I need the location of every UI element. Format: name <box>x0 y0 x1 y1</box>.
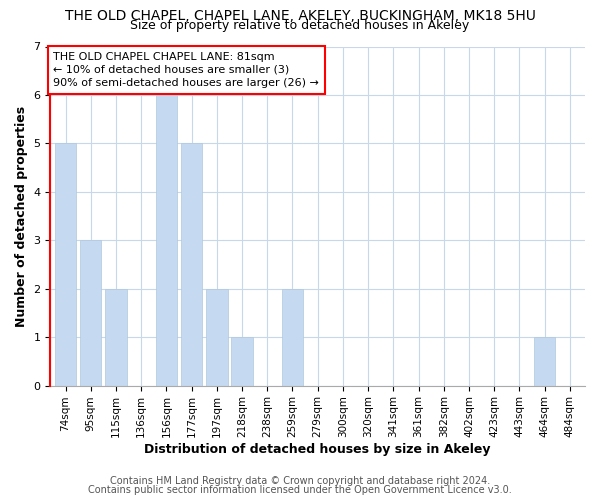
Y-axis label: Number of detached properties: Number of detached properties <box>15 106 28 326</box>
Bar <box>206 288 227 386</box>
Text: THE OLD CHAPEL CHAPEL LANE: 81sqm
← 10% of detached houses are smaller (3)
90% o: THE OLD CHAPEL CHAPEL LANE: 81sqm ← 10% … <box>53 52 319 88</box>
X-axis label: Distribution of detached houses by size in Akeley: Distribution of detached houses by size … <box>145 443 491 456</box>
Bar <box>55 144 76 386</box>
Bar <box>155 95 177 386</box>
Bar <box>282 288 303 386</box>
Bar <box>181 144 202 386</box>
Text: Contains public sector information licensed under the Open Government Licence v3: Contains public sector information licen… <box>88 485 512 495</box>
Text: Size of property relative to detached houses in Akeley: Size of property relative to detached ho… <box>130 19 470 32</box>
Text: Contains HM Land Registry data © Crown copyright and database right 2024.: Contains HM Land Registry data © Crown c… <box>110 476 490 486</box>
Text: THE OLD CHAPEL, CHAPEL LANE, AKELEY, BUCKINGHAM, MK18 5HU: THE OLD CHAPEL, CHAPEL LANE, AKELEY, BUC… <box>65 9 535 23</box>
Bar <box>232 337 253 386</box>
Bar <box>105 288 127 386</box>
Bar <box>534 337 556 386</box>
Bar <box>80 240 101 386</box>
